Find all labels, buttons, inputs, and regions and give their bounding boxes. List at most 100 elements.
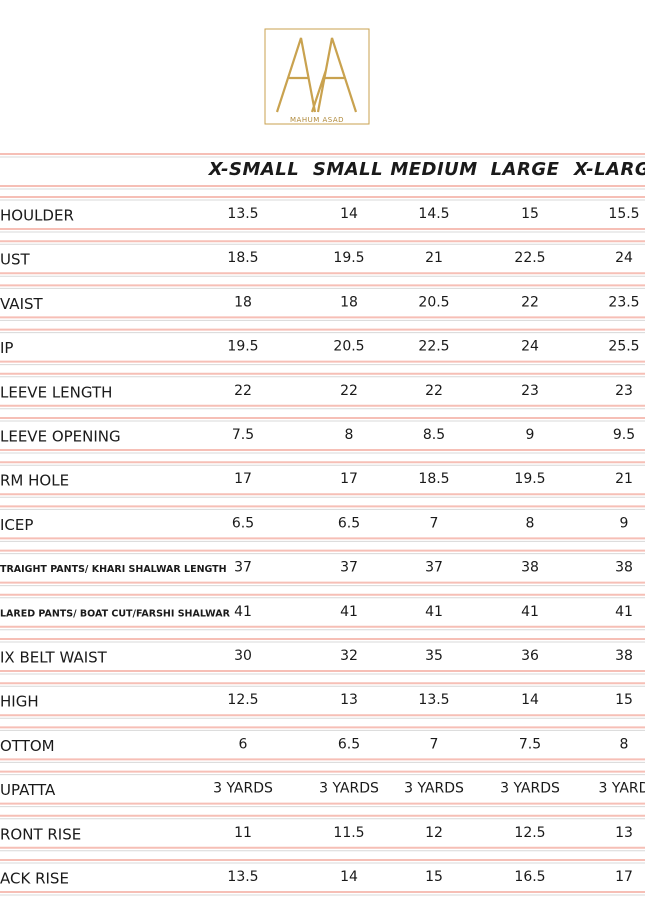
column-header: X-SMALL — [208, 159, 299, 180]
logo-brand: MAHUM ASAD — [290, 116, 344, 124]
logo-frame — [264, 28, 370, 125]
cell-value: 21 — [615, 471, 633, 487]
cell-value: 7.5 — [232, 427, 254, 443]
row-label: UPATTA — [0, 781, 56, 799]
cell-value: 19.5 — [227, 339, 258, 355]
cell-value: 8 — [345, 427, 354, 443]
cell-value: 22.5 — [514, 250, 545, 266]
cell-value: 20.5 — [333, 339, 364, 355]
cell-value: 19.5 — [333, 250, 364, 266]
column-header: MEDIUM — [390, 159, 477, 180]
cell-value: 9 — [620, 515, 629, 531]
cell-value: 15.5 — [608, 206, 639, 222]
cell-value: 3 YARDS — [213, 781, 273, 797]
cell-value: 9 — [526, 427, 535, 443]
cell-value: 6 — [239, 736, 248, 752]
cell-value: 15 — [521, 206, 539, 222]
cell-value: 23 — [615, 383, 633, 399]
row-label: OTTOM — [0, 737, 55, 755]
cell-value: 6.5 — [338, 515, 360, 531]
row-label: VAIST — [0, 295, 44, 313]
cell-value: 15 — [615, 692, 633, 708]
row-label: RM HOLE — [0, 472, 69, 490]
cell-value: 20.5 — [418, 294, 449, 310]
cell-value: 17 — [615, 869, 633, 885]
cell-value: 18 — [234, 294, 252, 310]
cell-value: 12.5 — [514, 825, 545, 841]
cell-value: 17 — [234, 471, 252, 487]
cell-value: 22 — [234, 383, 252, 399]
column-header: SMALL — [313, 159, 383, 180]
row-label: ICEP — [0, 516, 33, 534]
cell-value: 25.5 — [608, 339, 639, 355]
column-header: X-LARG — [573, 159, 645, 180]
cell-value: 23.5 — [608, 294, 639, 310]
cell-value: 22.5 — [418, 339, 449, 355]
cell-value: 37 — [340, 560, 358, 576]
row-label: LARED PANTS/ BOAT CUT/FARSHI SHALWAR — [0, 608, 231, 619]
row-label: TRAIGHT PANTS/ KHARI SHALWAR LENGTH — [0, 564, 227, 575]
cell-value: 11 — [234, 825, 252, 841]
cell-value: 38 — [615, 560, 633, 576]
cell-value: 41 — [234, 604, 252, 620]
cell-value: 13.5 — [418, 692, 449, 708]
cell-value: 15 — [425, 869, 443, 885]
cell-value: 8 — [526, 515, 535, 531]
row-label: IX BELT WAIST — [0, 649, 108, 667]
cell-value: 14 — [340, 206, 358, 222]
cell-value: 37 — [425, 560, 443, 576]
cell-value: 41 — [340, 604, 358, 620]
column-header: LARGE — [491, 159, 560, 180]
cell-value: 13.5 — [227, 206, 258, 222]
row-label: LEEVE LENGTH — [0, 383, 112, 401]
cell-value: 23 — [521, 383, 539, 399]
cell-value: 8.5 — [423, 427, 445, 443]
cell-value: 37 — [234, 560, 252, 576]
cell-value: 24 — [521, 339, 539, 355]
cell-value: 30 — [234, 648, 252, 664]
cell-value: 38 — [615, 648, 633, 664]
cell-value: 3 YARDS — [500, 781, 560, 797]
cell-value: 13 — [340, 692, 358, 708]
cell-value: 22 — [340, 383, 358, 399]
cell-value: 21 — [425, 250, 443, 266]
logo: MAHUM ASAD — [264, 28, 370, 125]
cell-value: 7 — [430, 515, 439, 531]
cell-value: 17 — [340, 471, 358, 487]
cell-value: 41 — [425, 604, 443, 620]
cell-value: 6.5 — [232, 515, 254, 531]
cell-value: 14 — [521, 692, 539, 708]
cell-value: 41 — [521, 604, 539, 620]
cell-value: 14.5 — [418, 206, 449, 222]
cell-value: 7.5 — [519, 736, 541, 752]
cell-value: 12.5 — [227, 692, 258, 708]
cell-value: 22 — [425, 383, 443, 399]
cell-value: 19.5 — [514, 471, 545, 487]
row-label: HIGH — [0, 693, 39, 711]
cell-value: 38 — [521, 560, 539, 576]
cell-value: 14 — [340, 869, 358, 885]
cell-value: 22 — [521, 294, 539, 310]
cell-value: 18.5 — [227, 250, 258, 266]
cell-value: 18.5 — [418, 471, 449, 487]
row-label: HOULDER — [0, 207, 74, 225]
cell-value: 3 YARD — [599, 781, 645, 797]
row-label: IP — [0, 339, 13, 357]
cell-value: 8 — [620, 736, 629, 752]
cell-value: 12 — [425, 825, 443, 841]
cell-value: 24 — [615, 250, 633, 266]
cell-value: 18 — [340, 294, 358, 310]
cell-value: 16.5 — [514, 869, 545, 885]
cell-value: 13 — [615, 825, 633, 841]
cell-value: 32 — [340, 648, 358, 664]
row-label: RONT RISE — [0, 825, 81, 843]
cell-value: 3 YARDS — [319, 781, 379, 797]
cell-value: 35 — [425, 648, 443, 664]
cell-value: 9.5 — [613, 427, 635, 443]
row-label: UST — [0, 251, 31, 269]
cell-value: 3 YARDS — [404, 781, 464, 797]
logo-monogram — [275, 37, 358, 113]
row-label: ACK RISE — [0, 870, 69, 888]
